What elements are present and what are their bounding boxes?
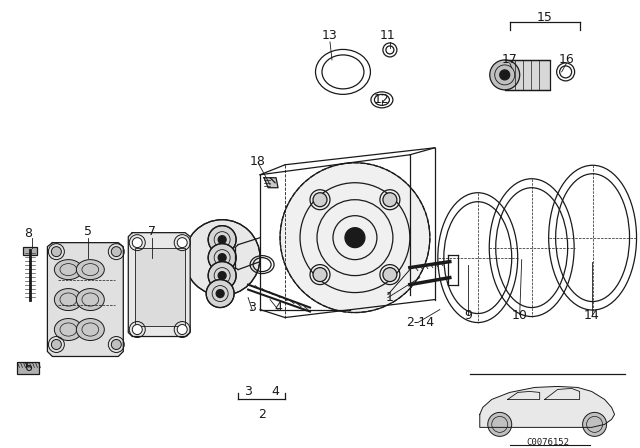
Text: 7: 7 bbox=[148, 225, 156, 238]
Text: 4: 4 bbox=[271, 385, 279, 398]
Text: 3: 3 bbox=[244, 385, 252, 398]
Circle shape bbox=[383, 267, 397, 282]
Circle shape bbox=[313, 267, 327, 282]
Circle shape bbox=[280, 163, 430, 313]
Text: C0076152: C0076152 bbox=[526, 438, 569, 447]
Text: 3: 3 bbox=[248, 301, 256, 314]
Bar bbox=[505, 60, 550, 90]
Circle shape bbox=[218, 271, 226, 280]
Circle shape bbox=[383, 193, 397, 207]
Circle shape bbox=[51, 340, 61, 349]
Ellipse shape bbox=[76, 260, 104, 280]
Text: 4: 4 bbox=[274, 301, 282, 314]
Polygon shape bbox=[264, 178, 278, 188]
Text: 9: 9 bbox=[464, 309, 472, 322]
Text: 16: 16 bbox=[559, 53, 575, 66]
Circle shape bbox=[111, 247, 122, 257]
Bar bbox=[24, 247, 37, 254]
Text: 10: 10 bbox=[512, 309, 527, 322]
Circle shape bbox=[500, 70, 509, 80]
Circle shape bbox=[208, 226, 236, 254]
Polygon shape bbox=[47, 243, 124, 357]
Text: 2: 2 bbox=[258, 408, 266, 421]
Circle shape bbox=[132, 237, 142, 248]
Ellipse shape bbox=[54, 260, 83, 280]
Circle shape bbox=[218, 254, 226, 262]
Circle shape bbox=[313, 193, 327, 207]
Ellipse shape bbox=[54, 319, 83, 340]
Circle shape bbox=[177, 237, 187, 248]
Text: 2-14: 2-14 bbox=[406, 316, 434, 329]
Text: 11: 11 bbox=[380, 30, 396, 43]
Text: 5: 5 bbox=[84, 225, 92, 238]
Bar bbox=[135, 248, 185, 326]
Ellipse shape bbox=[76, 319, 104, 340]
Circle shape bbox=[184, 220, 260, 296]
Circle shape bbox=[177, 324, 187, 335]
Text: 14: 14 bbox=[584, 309, 600, 322]
Circle shape bbox=[132, 324, 142, 335]
Bar bbox=[17, 362, 40, 375]
Text: 12: 12 bbox=[374, 93, 390, 106]
Circle shape bbox=[111, 340, 122, 349]
Ellipse shape bbox=[76, 289, 104, 310]
Ellipse shape bbox=[54, 289, 83, 310]
Circle shape bbox=[206, 280, 234, 308]
Polygon shape bbox=[480, 387, 614, 427]
Circle shape bbox=[208, 262, 236, 289]
Text: 15: 15 bbox=[537, 12, 552, 25]
Text: 1: 1 bbox=[386, 291, 394, 304]
Text: 8: 8 bbox=[24, 227, 33, 240]
Text: 13: 13 bbox=[322, 30, 338, 43]
Polygon shape bbox=[128, 233, 190, 336]
Circle shape bbox=[208, 244, 236, 271]
Circle shape bbox=[51, 247, 61, 257]
Circle shape bbox=[490, 60, 520, 90]
Circle shape bbox=[488, 413, 512, 436]
Circle shape bbox=[216, 289, 224, 297]
Circle shape bbox=[582, 413, 607, 436]
Text: 6: 6 bbox=[24, 361, 33, 374]
Text: 17: 17 bbox=[502, 53, 518, 66]
Text: 18: 18 bbox=[250, 155, 266, 168]
Circle shape bbox=[218, 236, 226, 244]
Circle shape bbox=[345, 228, 365, 248]
